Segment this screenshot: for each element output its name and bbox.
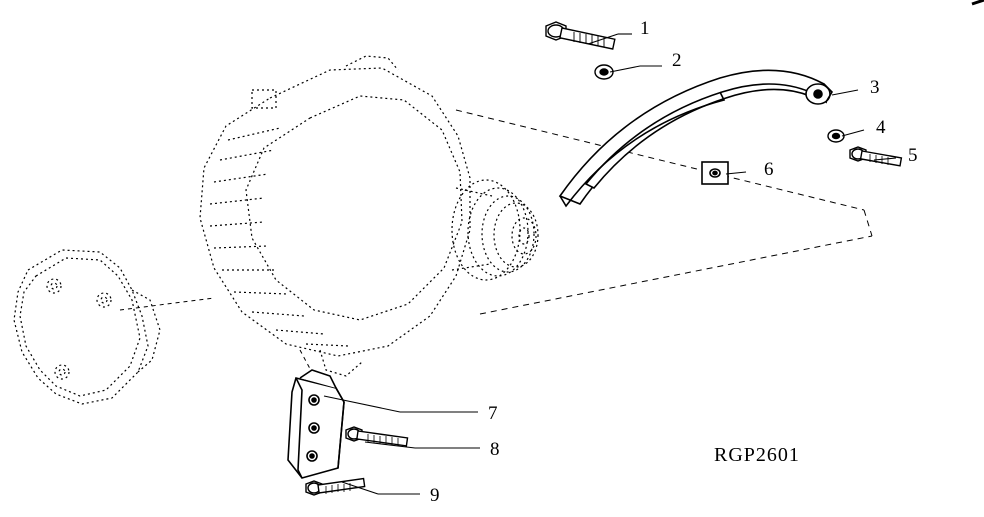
callout-7: 7: [488, 403, 498, 425]
mounting-plate-left: [14, 250, 160, 404]
callout-8: 8: [490, 439, 500, 461]
callout-9: 9: [430, 485, 440, 507]
callout-leaders: [324, 34, 896, 494]
spacer-6: [702, 162, 728, 184]
callout-6: 6: [764, 159, 774, 181]
callout-5: 5: [908, 145, 918, 167]
adjusting-strap: [560, 70, 832, 206]
washer-4: [828, 130, 844, 142]
assembly-line-upper: [456, 110, 872, 314]
callout-1: 1: [640, 18, 650, 40]
drawing-id: RGP2601: [714, 444, 800, 467]
callout-3: 3: [870, 77, 880, 99]
bolt-5: [850, 147, 901, 166]
lower-plate-7: [288, 370, 344, 478]
alternator-body: [200, 56, 538, 376]
callout-2: 2: [672, 50, 682, 72]
bolt-1: [546, 22, 615, 49]
callout-4: 4: [876, 117, 886, 139]
